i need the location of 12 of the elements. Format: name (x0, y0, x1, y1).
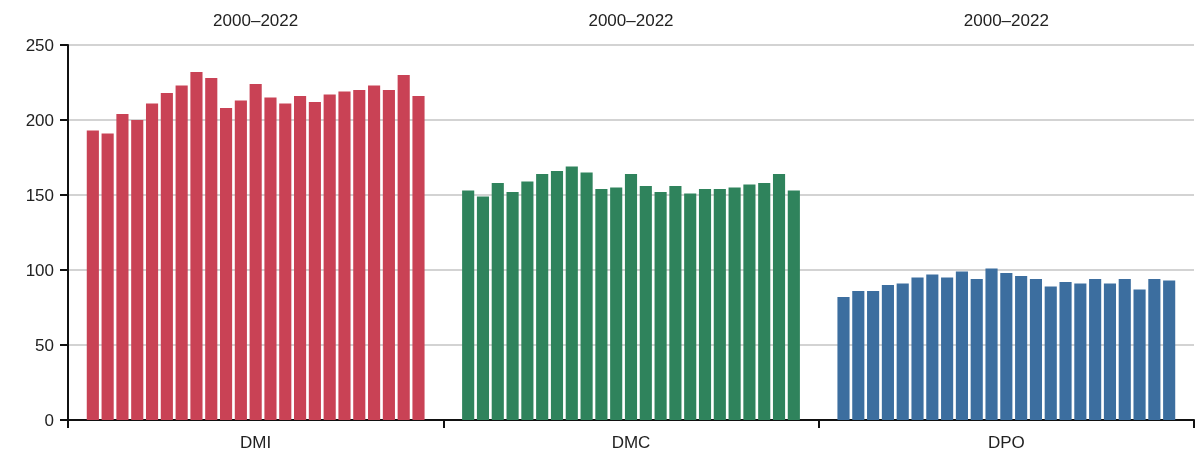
y-tick-label: 0 (44, 410, 54, 430)
y-tick-label: 150 (25, 185, 54, 205)
y-tick-label: 250 (25, 35, 54, 55)
y-tick-label: 100 (25, 260, 54, 280)
text: 2000–2022 (963, 11, 1049, 30)
text: 2000–2022 (588, 11, 674, 30)
text: 2000–2022 (213, 11, 299, 30)
y-tick-label: 200 (25, 110, 54, 130)
x-tick-label: DMC (611, 433, 651, 452)
x-tick-label: DPO (987, 433, 1025, 452)
x-tick-label: DMI (240, 433, 272, 452)
y-tick-label: 50 (35, 335, 54, 355)
